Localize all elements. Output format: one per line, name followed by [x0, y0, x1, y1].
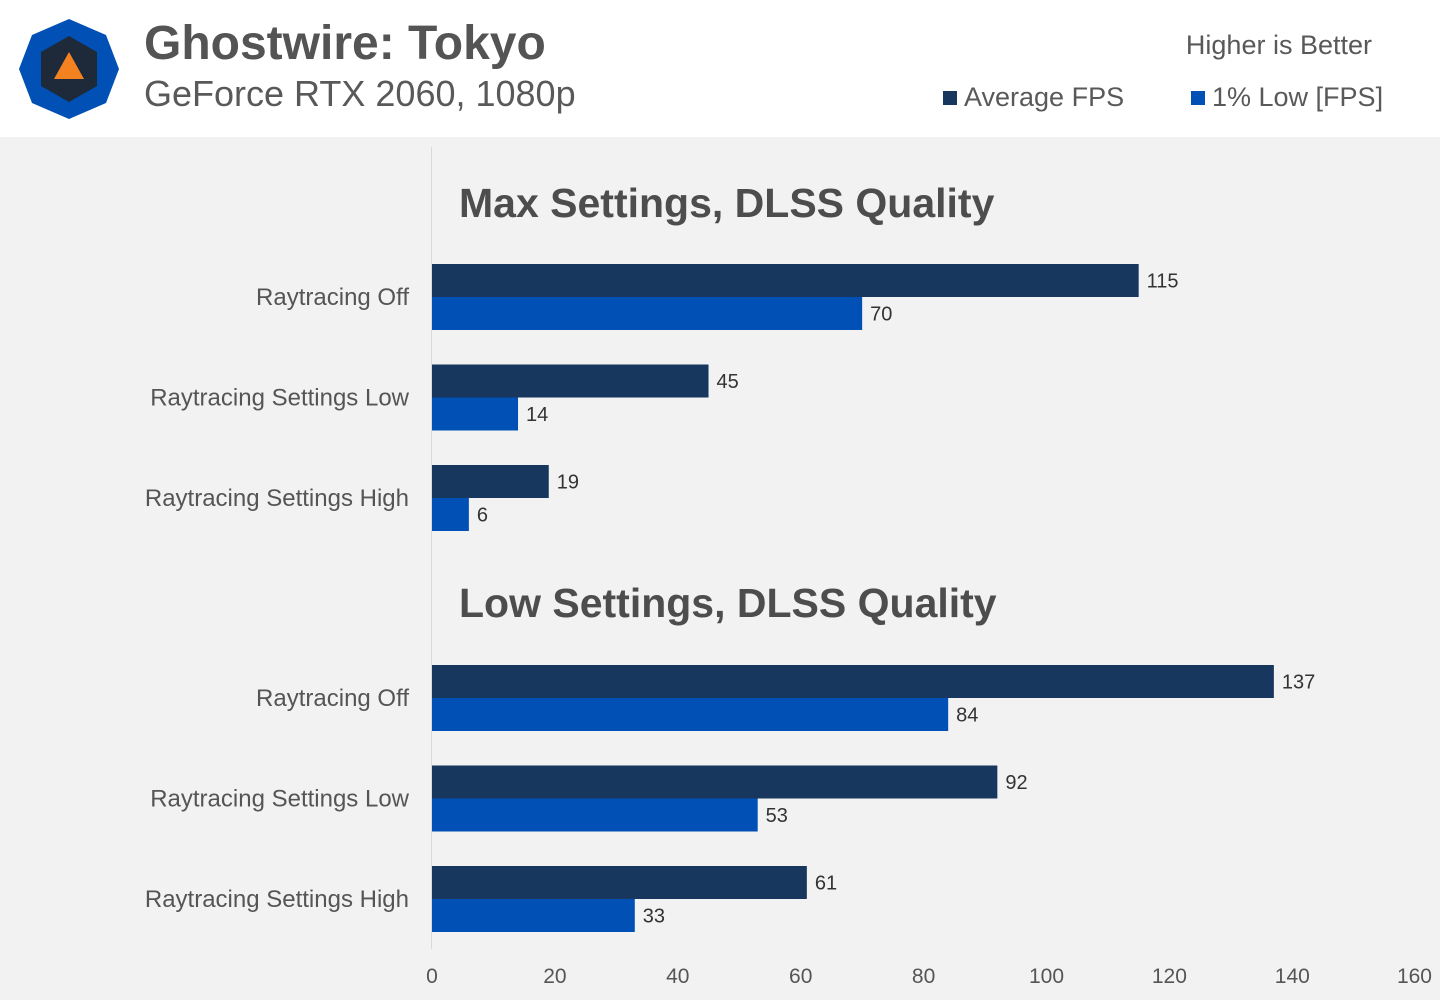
- legend-label-low: 1% Low [FPS]: [1212, 82, 1384, 112]
- data-label: 19: [557, 472, 579, 494]
- legend-one-percent-low: 1% Low [FPS]: [1191, 82, 1383, 113]
- category-label: Raytracing Off: [256, 685, 409, 712]
- chart-header: Ghostwire: Tokyo GeForce RTX 2060, 1080p…: [0, 0, 1440, 137]
- legend-swatch-low: [1191, 90, 1205, 105]
- bar-average-fps: [432, 765, 998, 799]
- bar-one-percent-low: [432, 798, 758, 832]
- bar-chart-plot: Max Settings, DLSS Quality Raytracing Off…: [145, 147, 1432, 988]
- bar-one-percent-low: [432, 297, 863, 330]
- data-label: 61: [815, 873, 837, 895]
- bar-average-fps: [432, 364, 709, 398]
- x-tick-label: 60: [789, 965, 812, 988]
- data-label: 53: [766, 805, 788, 827]
- data-label: 45: [717, 371, 739, 393]
- x-tick-label: 40: [666, 965, 689, 988]
- x-tick-label: 120: [1152, 965, 1187, 988]
- bar-one-percent-low: [432, 397, 519, 431]
- x-tick-label: 100: [1029, 965, 1064, 988]
- x-tick-label: 0: [426, 965, 438, 988]
- legend-swatch-average: [943, 90, 957, 105]
- data-label: 84: [956, 705, 978, 727]
- category-label: Raytracing Settings High: [145, 485, 409, 512]
- chart-subtitle: GeForce RTX 2060, 1080p: [144, 73, 576, 114]
- bar-one-percent-low: [432, 498, 469, 531]
- data-label: 6: [477, 505, 488, 527]
- group-title-2: Low Settings, DLSS Quality: [459, 580, 997, 626]
- x-tick-label: 140: [1275, 965, 1310, 988]
- category-label: Raytracing Off: [256, 284, 409, 311]
- bar-average-fps: [432, 665, 1274, 698]
- data-label: 14: [526, 404, 548, 426]
- bar-average-fps: [432, 264, 1139, 297]
- data-label: 92: [1005, 772, 1027, 794]
- category-label: Raytracing Settings High: [145, 886, 409, 913]
- bar-average-fps: [432, 465, 549, 498]
- x-tick-label: 20: [543, 965, 566, 988]
- legend-label-average: Average FPS: [964, 82, 1125, 112]
- category-label: Raytracing Settings Low: [150, 786, 409, 813]
- bar-average-fps: [432, 866, 807, 899]
- data-label: 70: [870, 304, 892, 326]
- chart-title: Ghostwire: Tokyo: [144, 17, 546, 70]
- techspot-logo-icon: [19, 19, 119, 119]
- category-label: Raytracing Settings Low: [150, 385, 409, 412]
- x-tick-label: 80: [912, 965, 935, 988]
- legend-average-fps: Average FPS: [943, 82, 1124, 113]
- data-label: 33: [643, 906, 665, 928]
- data-label: 115: [1147, 271, 1179, 293]
- group-title-1: Max Settings, DLSS Quality: [459, 180, 995, 226]
- higher-is-better-note: Higher is Better: [1185, 30, 1372, 60]
- data-label: 137: [1282, 672, 1315, 694]
- bar-one-percent-low: [432, 698, 949, 731]
- bar-one-percent-low: [432, 899, 635, 932]
- x-tick-label: 160: [1397, 965, 1432, 988]
